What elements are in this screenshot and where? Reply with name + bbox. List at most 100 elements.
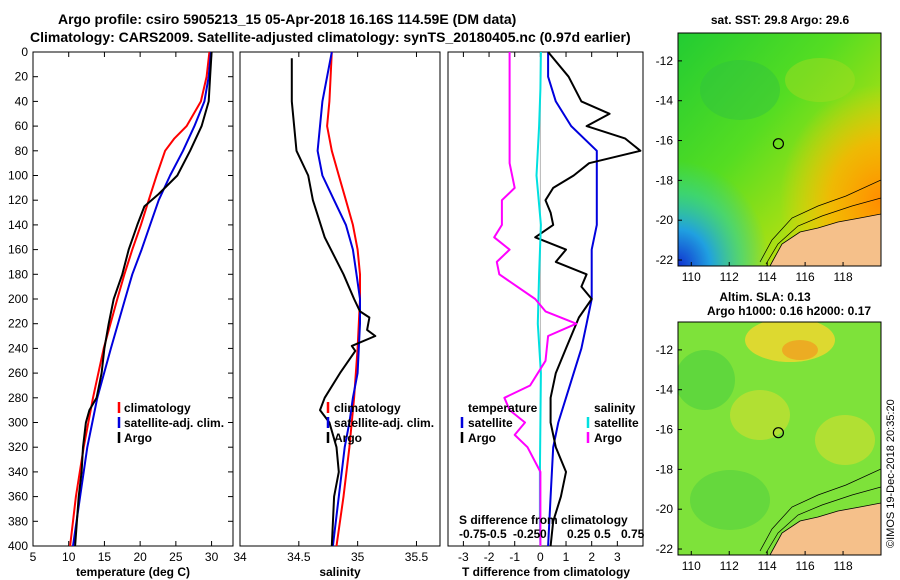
x-tick-label: 2 [588,550,595,564]
sla-high-patch [782,340,818,360]
legend-argo-label: Argo [124,431,152,445]
legend-t-argo-label: Argo [468,431,496,445]
salinity-tick-labels: 34 34.5 35 35.5 [233,52,428,564]
temperature-plot-frame [32,51,234,547]
temperature-panel: 0204060801001201401601802002202402602803… [8,45,643,579]
x-tick-label: -1 [509,550,520,564]
lon-tick-label: 114 [758,559,777,573]
argo-position-marker [772,427,785,439]
lat-tick-label: -22 [656,253,674,267]
land-mass [769,213,881,266]
sla-map: Altim. SLA: 0.13 Argo h1000: 0.16 h2000:… [656,290,882,573]
depth-tick-label: 320 [8,440,28,454]
sla-low-patch [678,350,735,410]
series-line-climatology [326,51,361,547]
t-difference-tick-labels: -3 -2 -1 0 1 2 3 [458,52,621,564]
depth-tick-label: 220 [8,317,28,331]
salinity-plot-frame [239,51,441,547]
lat-tick-label: -14 [656,383,674,397]
lat-tick-label: -16 [656,134,674,148]
legend-salinity-heading: salinity [594,401,636,415]
series-line-argo [74,51,213,547]
depth-tick-label: 80 [15,144,29,158]
lat-tick-label: -12 [656,343,674,357]
sst-map-frame [677,32,882,267]
s-tick-label: 0.25 [567,527,591,541]
sst-patch [700,60,780,120]
x-tick-label: 30 [205,550,219,564]
t-difference-axis-label: T difference from climatology [462,565,630,579]
series-line-satellite-adj-clim- [316,51,361,547]
s-tick-label: -0.5 [486,527,507,541]
series-line-argo [290,58,377,547]
x-tick-label: 35.5 [405,550,429,564]
s-tick-label: -0.75 [459,527,487,541]
temperature-difference-legend: temperature satellite Argo [460,401,538,445]
depth-tick-label: 260 [8,366,28,380]
x-tick-label: 20 [133,550,147,564]
salinity-difference-legend: salinity satellite Argo [586,401,639,445]
depth-tick-label: 60 [15,119,29,133]
legend-s-argo-label: Argo [594,431,622,445]
temperature-axis-label: temperature (deg C) [76,565,190,579]
x-tick-label: 25 [169,550,183,564]
lon-tick-label: 114 [758,270,777,284]
series-line-satellite-adj-clim- [72,51,212,547]
depth-tick-label: 0 [21,45,28,59]
lat-tick-label: -22 [656,542,674,556]
depth-tick-label: 180 [8,267,28,281]
sst-patch [785,58,855,102]
lat-tick-label: -18 [656,462,674,476]
depth-tick-label: 160 [8,243,28,257]
x-tick-label: 34.5 [287,550,311,564]
lon-tick-label: 116 [796,559,815,573]
title-line-1: Argo profile: csiro 5905213_15 05-Apr-20… [58,11,516,27]
sst-map: sat. SST: 29.8 Argo: 29.6 110 112 114 116 11… [656,13,882,284]
x-tick-label: 10 [62,550,76,564]
lon-tick-label: 116 [796,270,815,284]
series-line-temperature-satellite [547,52,598,547]
lon-tick-label: 110 [682,559,701,573]
sla-map-title: Altim. SLA: 0.13 [719,290,811,304]
salinity-series [290,51,377,547]
lat-tick-label: -20 [656,213,674,227]
s-tick-label: 0.75 [621,527,645,541]
series-line-salinity-argo [493,52,578,546]
depth-tick-label: 120 [8,193,28,207]
depth-tick-label: 240 [8,341,28,355]
depth-tick-label: 340 [8,465,28,479]
s-difference-axis-label: S difference from climatology [459,513,628,527]
x-tick-label: -2 [484,550,495,564]
bathymetry-contour [759,179,881,263]
bathymetry-contour [765,486,881,554]
depth-tick-label: 140 [8,218,28,232]
sla-high-patch [730,390,790,440]
depth-tick-label: 280 [8,391,28,405]
depth-tick-label: 40 [15,94,29,108]
sla-map-subtitle: Argo h1000: 0.16 h2000: 0.17 [707,304,871,318]
lat-tick-label: -20 [656,502,674,516]
x-tick-label: 3 [614,550,621,564]
lon-tick-label: 118 [833,270,852,284]
x-tick-label: 1 [563,550,570,564]
series-line-temperature-argo [534,51,642,547]
depth-tick-label: 360 [8,490,28,504]
land-mass [769,502,881,555]
legend-t-satellite-label: satellite [468,416,513,430]
lat-tick-label: -18 [656,173,674,187]
depth-tick-label: 100 [8,169,28,183]
lon-tick-label: 118 [833,559,852,573]
difference-series [493,51,642,547]
lon-tick-label: 110 [682,270,701,284]
legend-s-satellite-label: satellite [594,416,639,430]
legend-argo-label: Argo [334,431,362,445]
salinity-legend: climatology satellite-adj. clim. Argo [326,401,434,445]
sla-high-patch [815,415,875,465]
sst-map-title: sat. SST: 29.8 Argo: 29.6 [711,13,850,27]
x-tick-label: 35 [351,550,365,564]
sla-map-tick-labels: 110 112 114 116 118 -12 -14 -16 -18 -20 -22 [656,343,853,573]
lon-tick-label: 112 [720,270,739,284]
lat-tick-label: -12 [656,54,674,68]
s-tick-label: -0.25 [513,527,541,541]
